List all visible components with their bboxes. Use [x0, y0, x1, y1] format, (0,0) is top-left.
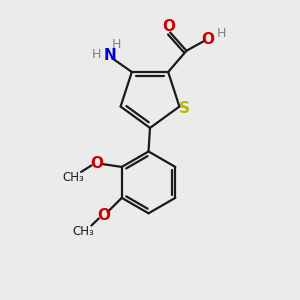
Text: S: S: [179, 100, 190, 116]
Text: O: O: [202, 32, 215, 46]
Text: CH₃: CH₃: [62, 171, 84, 184]
Text: N: N: [103, 48, 116, 63]
Text: H: H: [92, 48, 101, 61]
Text: O: O: [162, 19, 175, 34]
Text: H: H: [112, 38, 121, 50]
Text: O: O: [90, 157, 103, 172]
Text: O: O: [98, 208, 111, 223]
Text: CH₃: CH₃: [73, 225, 94, 238]
Text: H: H: [217, 27, 226, 40]
